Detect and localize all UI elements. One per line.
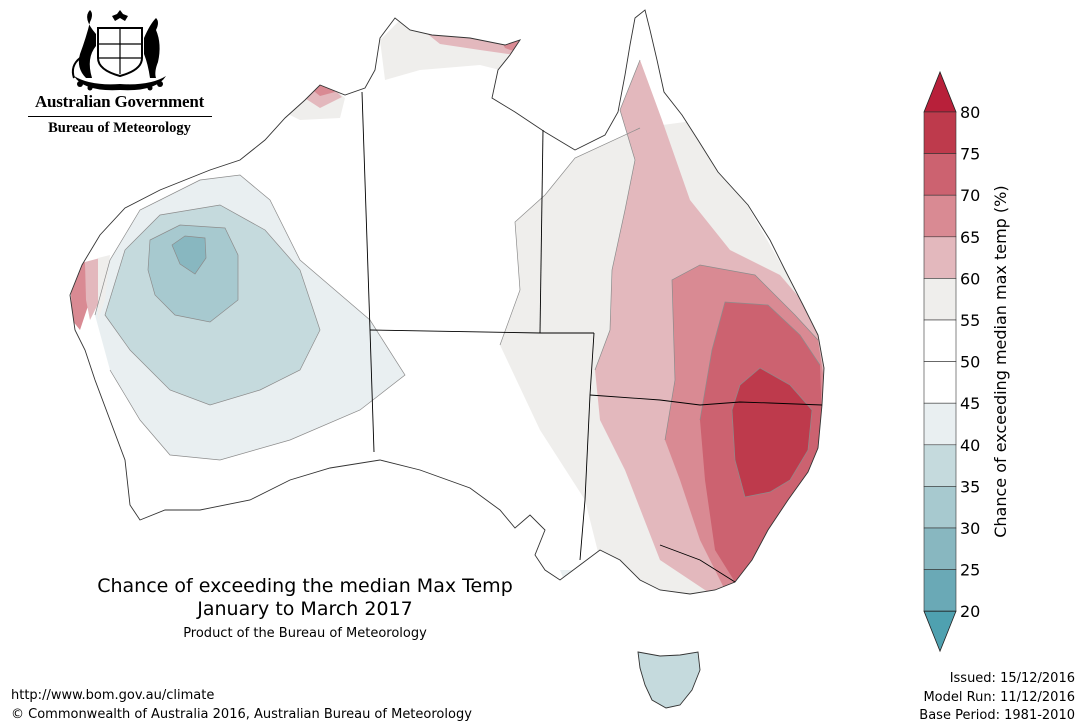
legend-tick-label: 50 [960,353,980,372]
legend-tick-label: 80 [960,103,980,122]
coat-of-arms-logo [71,10,166,91]
map-title-block: Chance of exceeding the median Max Temp … [60,575,550,641]
product-note: Product of the Bureau of Meteorology [183,626,427,641]
legend-tick-label: 70 [960,186,980,205]
issue-metadata: Issued: 15/12/2016 Model Run: 11/12/2016… [919,670,1075,726]
issued-date: Issued: 15/12/2016 [949,671,1075,686]
legend-band [923,444,957,487]
legend-band [923,361,957,404]
legend-over-arrow [923,70,957,113]
legend-tick-label: 25 [960,561,980,580]
legend-band [923,527,957,570]
legend-band [923,402,957,446]
legend-band [923,111,957,154]
tasmania-region [637,651,701,709]
legend-band [923,569,957,612]
legend-band [923,236,957,279]
legend-under-arrow [923,610,957,653]
legend-tick-label: 60 [960,269,980,288]
model-run-date: Model Run: 11/12/2016 [923,689,1075,705]
legend-tick-label: 55 [960,311,980,330]
legend-axis-label: Chance of exceeding median max temp (%) [991,185,1010,537]
legend-band [923,319,957,362]
legend-band [923,278,957,321]
legend-band [923,486,957,529]
legend-tick-label: 35 [960,477,980,496]
legend-tick-label: 75 [960,145,980,164]
legend-tick-label: 30 [960,519,980,538]
map-title: Chance of exceeding the median Max Temp [97,575,513,597]
legend-tick-label: 45 [960,394,980,413]
legend-band [923,194,957,238]
copyright-notice: © Commonwealth of Australia 2016, Austra… [11,707,472,722]
logo-divider [27,116,212,117]
legend: 80 75 70 65 60 55 50 45 40 35 30 25 20 Chance of exce… [923,70,1010,653]
legend-tick-label: 20 [960,602,980,621]
legend-band [923,153,957,196]
bureau-name: Bureau of Meteorology [48,120,191,136]
map-period: January to March 2017 [197,598,413,620]
legend-tick-label: 65 [960,228,980,247]
legend-tick-label: 40 [960,436,980,455]
logo-block: Australian Government Bureau of Meteorol… [22,10,217,137]
base-period: Base Period: 1981-2010 [919,708,1075,723]
source-url[interactable]: http://www.bom.gov.au/climate [11,688,215,703]
government-name: Australian Government [34,92,205,111]
